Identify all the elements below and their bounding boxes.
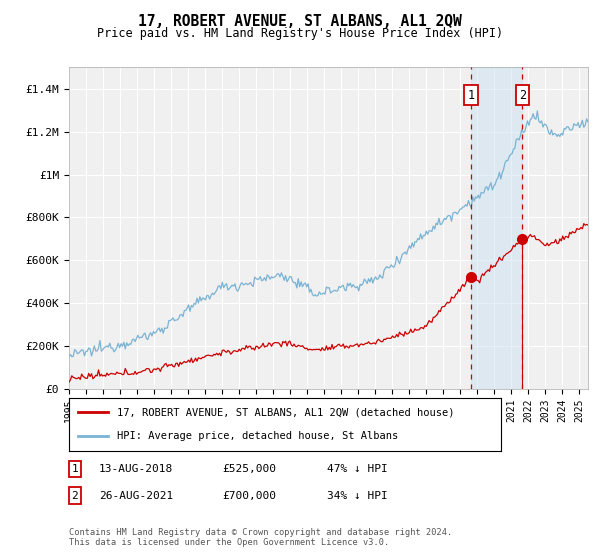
Text: 17, ROBERT AVENUE, ST ALBANS, AL1 2QW (detached house): 17, ROBERT AVENUE, ST ALBANS, AL1 2QW (d… (116, 408, 454, 418)
Text: 2: 2 (71, 491, 79, 501)
Text: 17, ROBERT AVENUE, ST ALBANS, AL1 2QW: 17, ROBERT AVENUE, ST ALBANS, AL1 2QW (138, 14, 462, 29)
Bar (471, 67, 523, 389)
Text: 26-AUG-2021: 26-AUG-2021 (99, 491, 173, 501)
Text: £525,000: £525,000 (222, 464, 276, 474)
Text: Price paid vs. HM Land Registry's House Price Index (HPI): Price paid vs. HM Land Registry's House … (97, 27, 503, 40)
Text: £700,000: £700,000 (222, 491, 276, 501)
Text: 47% ↓ HPI: 47% ↓ HPI (327, 464, 388, 474)
Text: 2: 2 (519, 88, 526, 101)
Text: 1: 1 (467, 88, 475, 101)
Text: 1: 1 (71, 464, 79, 474)
Text: 13-AUG-2018: 13-AUG-2018 (99, 464, 173, 474)
Text: 34% ↓ HPI: 34% ↓ HPI (327, 491, 388, 501)
Text: Contains HM Land Registry data © Crown copyright and database right 2024.
This d: Contains HM Land Registry data © Crown c… (69, 528, 452, 547)
Text: HPI: Average price, detached house, St Albans: HPI: Average price, detached house, St A… (116, 431, 398, 441)
